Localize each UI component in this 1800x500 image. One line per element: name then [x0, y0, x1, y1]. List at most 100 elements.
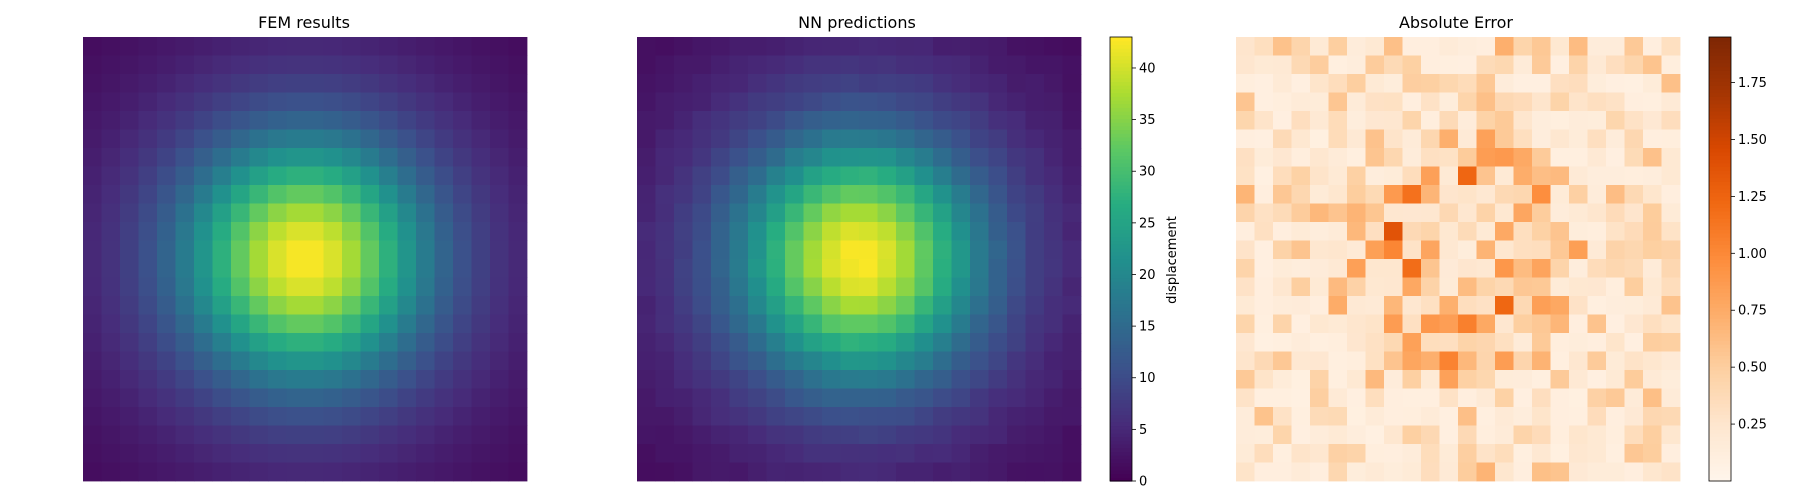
error-cell: [1513, 240, 1533, 260]
error-cell: [1458, 462, 1477, 482]
fem-cell: [323, 185, 343, 204]
nn-cell: [951, 185, 971, 204]
nn-cell: [1044, 148, 1063, 167]
fem-cell: [305, 111, 324, 130]
error-cell: [1643, 129, 1662, 149]
error-cell: [1328, 407, 1348, 426]
error-colorbar-segment: [1709, 133, 1731, 138]
fem-cell: [305, 92, 324, 112]
error-cell: [1347, 92, 1366, 112]
nn-cell: [822, 333, 841, 352]
displacement-colorbar-segment: [1110, 277, 1132, 282]
fem-cell: [286, 148, 306, 167]
error-cell: [1624, 351, 1644, 371]
error-cell: [1606, 240, 1625, 260]
nn-cell: [1007, 55, 1026, 75]
fem-cell: [120, 92, 139, 112]
error-cell: [1291, 296, 1311, 315]
error-cell: [1513, 351, 1533, 371]
nn-cell: [711, 74, 730, 93]
error-cell: [1513, 425, 1533, 445]
nn-cell: [711, 333, 730, 352]
nn-cell: [1025, 277, 1045, 297]
error-cell: [1661, 222, 1681, 241]
fem-cell: [323, 222, 343, 241]
nn-cell: [822, 74, 841, 93]
fem-cell: [305, 388, 324, 408]
fem-cell: [323, 37, 343, 56]
error-cell: [1236, 388, 1255, 408]
fem-cell: [286, 92, 306, 112]
error-cell: [1254, 425, 1274, 445]
fem-cell: [508, 148, 528, 167]
displacement-colorbar-segment: [1110, 366, 1132, 371]
error-colorbar-segment: [1709, 336, 1731, 341]
displacement-colorbar-segment: [1110, 107, 1132, 112]
error-cell: [1310, 314, 1329, 334]
displacement-colorbar-segment: [1110, 159, 1132, 164]
nn-cell: [859, 277, 878, 297]
fem-cell: [231, 407, 250, 426]
nn-cell: [859, 333, 878, 352]
error-cell: [1273, 370, 1292, 389]
error-cell: [1328, 370, 1348, 389]
error-cell: [1328, 296, 1348, 315]
error-colorbar-segment: [1709, 477, 1731, 482]
nn-cell: [951, 407, 971, 426]
nn-cell: [674, 166, 693, 186]
fem-cell: [453, 296, 472, 315]
error-cell: [1254, 351, 1274, 371]
nn-cell: [655, 314, 675, 334]
error-cell: [1328, 222, 1348, 241]
error-cell: [1643, 333, 1662, 352]
displacement-colorbar-segment: [1110, 447, 1132, 452]
displacement-colorbar-segment: [1110, 66, 1132, 71]
displacement-colorbar-segment: [1110, 307, 1132, 312]
nn-cell: [766, 444, 786, 463]
error-cell: [1476, 314, 1496, 334]
nn-cell: [803, 129, 823, 149]
displacement-colorbar-segment: [1110, 129, 1132, 134]
fem-cell: [286, 111, 306, 130]
nn-cell: [914, 240, 934, 260]
nn-cell: [859, 370, 878, 389]
error-cell: [1310, 351, 1329, 371]
fem-cell: [268, 148, 287, 167]
error-cell: [1458, 222, 1477, 241]
displacement-colorbar-frame: [1109, 36, 1133, 482]
nn-cell: [1007, 148, 1026, 167]
error-cell: [1476, 74, 1496, 93]
error-cell: [1236, 166, 1255, 186]
displacement-colorbar-segment: [1110, 207, 1132, 212]
error-cell: [1458, 277, 1477, 297]
error-colorbar-tick-label: 1.75: [1738, 76, 1767, 91]
error-cell: [1532, 111, 1551, 130]
error-colorbar-segment: [1709, 66, 1731, 71]
fem-cell: [101, 37, 121, 56]
fem-cell: [416, 407, 435, 426]
fem-cell: [490, 296, 509, 315]
error-cell: [1476, 333, 1496, 352]
nn-cell: [896, 314, 915, 334]
error-cell: [1254, 92, 1274, 112]
error-cell: [1606, 370, 1625, 389]
fem-cell: [323, 351, 343, 371]
error-cell: [1365, 222, 1385, 241]
fem-cell: [120, 148, 139, 167]
fem-cell: [453, 333, 472, 352]
error-cell: [1569, 259, 1588, 278]
fem-cell: [342, 425, 361, 445]
fem-cell: [323, 333, 343, 352]
fem-cell: [471, 407, 491, 426]
nn-cell: [766, 351, 786, 371]
nn-cell: [896, 222, 915, 241]
fem-cell: [157, 185, 176, 204]
nn-cell: [1025, 388, 1045, 408]
fem-cell: [342, 111, 361, 130]
fem-cell: [305, 333, 324, 352]
nn-cell: [803, 111, 823, 130]
error-cell: [1495, 370, 1514, 389]
error-cell: [1661, 333, 1681, 352]
fem-cell: [231, 166, 250, 186]
nn-cell: [896, 351, 915, 371]
